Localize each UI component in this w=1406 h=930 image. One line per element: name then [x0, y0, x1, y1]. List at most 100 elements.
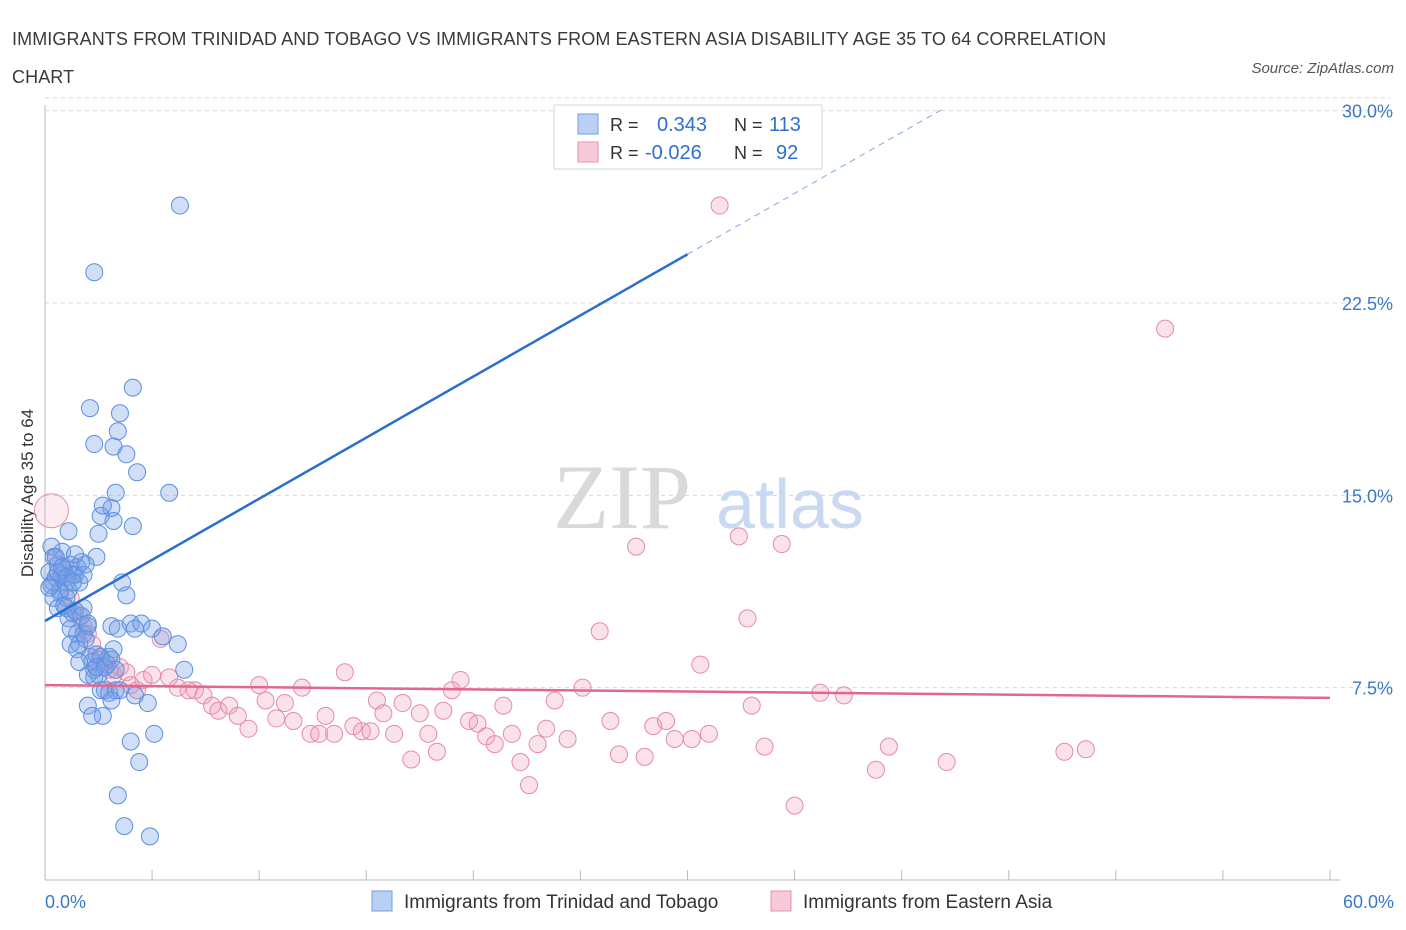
watermark-zip: ZIP: [553, 446, 691, 548]
eastern-asia-point: [937, 753, 956, 772]
legend-n-label-blue: N =: [734, 115, 763, 135]
eastern-asia-point: [284, 712, 303, 730]
eastern-asia-point: [494, 696, 513, 715]
trendline-trinidad-extension: [687, 107, 945, 255]
trinidad-point: [160, 483, 179, 502]
trinidad-point: [132, 614, 151, 633]
gridlines: [45, 97, 1390, 689]
eastern-asia-point: [1156, 319, 1175, 338]
eastern-asia-point: [755, 737, 774, 756]
eastern-asia-point: [785, 796, 804, 815]
eastern-asia-point: [451, 670, 470, 689]
trendlines: [44, 107, 1331, 700]
y-tick-label: 22.5%: [1342, 294, 1393, 314]
trendline-trinidad: [44, 253, 689, 623]
eastern-asia-point: [239, 719, 258, 738]
eastern-asia-point: [1055, 742, 1074, 761]
trinidad-point: [65, 545, 84, 564]
eastern-asia-point: [520, 776, 539, 795]
trinidad-point: [102, 650, 121, 669]
trinidad-point: [85, 435, 104, 454]
chart-title: IMMIGRANTS FROM TRINIDAD AND TOBAGO VS I…: [12, 29, 1107, 87]
eastern-asia-point: [738, 609, 757, 628]
eastern-asia-point: [729, 527, 748, 546]
eastern-asia-point: [772, 535, 791, 554]
trinidad-point: [108, 786, 127, 805]
eastern-asia-point: [344, 717, 363, 736]
eastern-asia-point: [657, 712, 676, 730]
trinidad-point: [140, 827, 159, 846]
eastern-asia-point: [250, 676, 269, 695]
eastern-asia-point: [710, 196, 729, 215]
trinidad-point: [80, 399, 99, 418]
eastern-asia-point: [558, 729, 577, 748]
trinidad-point: [102, 691, 121, 710]
trinidad-point: [123, 517, 142, 536]
trinidad-point: [138, 694, 157, 713]
source-label: Source: ZipAtlas.com: [1251, 60, 1394, 77]
y-tick-label: 30.0%: [1342, 102, 1393, 122]
eastern-asia-point: [601, 712, 620, 730]
eastern-asia-point: [228, 706, 247, 725]
trinidad-point: [89, 524, 108, 543]
eastern-asia-point: [393, 694, 412, 713]
x-tick-label-max: 60.0%: [1343, 892, 1394, 912]
eastern-asia-point: [537, 719, 556, 738]
trinidad-point: [123, 378, 142, 397]
eastern-asia-point: [502, 724, 521, 743]
trinidad-point: [117, 586, 136, 605]
trinidad-point: [106, 483, 125, 502]
series-trinidad-points: [40, 114, 665, 846]
stats-legend: R = 0.343 N = 113 R = -0.026 N = 92: [553, 104, 823, 170]
trinidad-point: [95, 658, 114, 677]
eastern-asia-point: [275, 694, 294, 713]
trinidad-point: [153, 627, 172, 646]
eastern-asia-point: [134, 670, 153, 689]
trinidad-point: [40, 578, 59, 597]
eastern-asia-point: [256, 691, 275, 710]
eastern-asia-point: [335, 663, 354, 682]
eastern-asia-point: [33, 493, 69, 529]
eastern-asia-point: [402, 750, 421, 769]
legend-swatch-blue: [577, 113, 599, 135]
trinidad-point: [53, 558, 72, 577]
eastern-asia-point: [374, 704, 393, 723]
trinidad-point: [143, 619, 162, 638]
trinidad-point: [93, 496, 112, 515]
eastern-asia-point: [385, 724, 404, 743]
eastern-asia-point: [590, 622, 609, 641]
eastern-asia-point: [325, 724, 344, 743]
eastern-asia-point: [866, 760, 885, 779]
eastern-asia-point: [361, 722, 380, 741]
trinidad-point: [78, 614, 97, 633]
eastern-asia-point: [682, 729, 701, 748]
trinidad-point: [46, 547, 65, 566]
eastern-asia-point: [267, 709, 286, 728]
legend-r-value-blue: 0.343: [657, 114, 707, 136]
eastern-asia-point: [834, 686, 853, 705]
legend-swatch-pink: [577, 141, 599, 163]
trinidad-point: [168, 635, 187, 654]
x-ticks: [44, 870, 1331, 880]
trinidad-point: [110, 404, 129, 423]
eastern-asia-point: [316, 706, 335, 725]
trinidad-point: [170, 196, 189, 215]
trinidad-point: [85, 263, 104, 282]
x-tick-label-min: 0.0%: [45, 892, 86, 912]
eastern-asia-point: [609, 745, 628, 764]
trinidad-point: [93, 706, 112, 725]
legend-r-value-pink: -0.026: [645, 142, 702, 164]
legend-label-trinidad: Immigrants from Trinidad and Tobago: [404, 892, 718, 913]
legend-swatch-trinidad: [371, 890, 393, 912]
series-eastern-asia-points: [33, 196, 1175, 815]
legend-label-eastern-asia: Immigrants from Eastern Asia: [803, 892, 1053, 913]
legend-r-label-pink: R =: [610, 143, 639, 163]
eastern-asia-point: [742, 696, 761, 715]
axes: [44, 105, 1340, 881]
y-axis-title: Disability Age 35 to 64: [18, 409, 37, 577]
eastern-asia-point: [511, 753, 530, 772]
stats-legend-frame: [553, 104, 823, 170]
eastern-asia-point: [545, 691, 564, 710]
trinidad-point: [130, 753, 149, 772]
trinidad-point: [70, 653, 89, 672]
